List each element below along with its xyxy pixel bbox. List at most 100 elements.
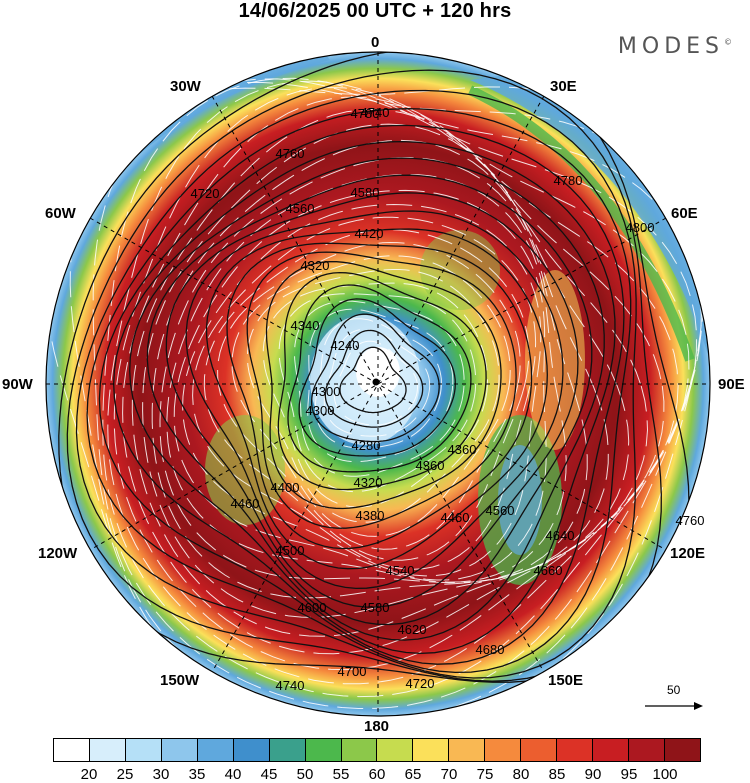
colorbar-swatch	[233, 739, 270, 761]
lon-label-30e: 30E	[550, 78, 577, 95]
contour-labels: 4780 4760 4720 4740 4560 4580 4420 4320 4340 4240…	[191, 105, 705, 693]
height-contour	[277, 271, 487, 491]
colorbar-swatch	[269, 739, 306, 761]
colorbar	[53, 738, 701, 762]
colorbar-tick-label: 45	[260, 766, 278, 783]
streamline	[192, 216, 537, 570]
contour-label: 4700	[338, 664, 367, 679]
streamline	[151, 139, 609, 599]
contour-label: 4640	[546, 528, 575, 543]
contour-label: 4280	[352, 438, 381, 453]
streamline	[173, 189, 547, 581]
colorbar-swatch	[449, 739, 486, 761]
contour-label: 4760	[676, 513, 705, 528]
colorbar-swatch	[377, 739, 414, 761]
contour-label: 4660	[534, 563, 563, 578]
streamline	[293, 300, 465, 477]
streamline	[166, 173, 567, 583]
colorbar-swatch	[197, 739, 234, 761]
contour-label: 4320	[301, 258, 330, 273]
contour-label: 4720	[406, 676, 435, 691]
colorbar-swatch	[413, 739, 450, 761]
streamline	[113, 86, 679, 671]
contour-label: 4360	[448, 442, 477, 457]
colorbar-tick-label: 30	[152, 766, 170, 783]
streamline	[262, 282, 489, 508]
colorbar-tick-label: 85	[548, 766, 566, 783]
streamline	[246, 269, 500, 523]
contour-label: 4800	[626, 220, 655, 235]
contour-label: 4540	[386, 563, 415, 578]
colorbar-tick-label: 90	[584, 766, 602, 783]
streamline	[323, 328, 431, 437]
reference-vector-label: 50	[667, 683, 681, 697]
lon-label-120w: 120W	[38, 545, 78, 562]
contour-label: 4300	[312, 384, 341, 399]
contour-label: 4360	[416, 458, 445, 473]
streamline	[131, 108, 649, 637]
contour-label: 4780	[351, 106, 380, 121]
colorbar-swatch	[341, 739, 378, 761]
colorbar-swatch	[485, 739, 522, 761]
lon-label-180: 180	[364, 718, 390, 735]
contour-label: 4300	[306, 403, 335, 418]
lon-label-90w: 90W	[2, 376, 33, 393]
lon-label-60w: 60W	[45, 205, 76, 222]
contour-label: 4400	[271, 480, 300, 495]
colorbar-swatch	[629, 739, 665, 761]
contour-label: 4460	[231, 496, 260, 511]
reference-vector-arrowhead	[694, 702, 703, 710]
colorbar-tick-label: 60	[368, 766, 386, 783]
contour-label: 4760	[276, 146, 305, 161]
streamline	[231, 255, 511, 537]
streamline	[69, 81, 704, 716]
colorbar-tick-label: 50	[296, 766, 314, 783]
streamline	[122, 96, 665, 655]
colorbar-swatch	[125, 739, 162, 761]
lon-label-120e: 120E	[670, 545, 706, 562]
colorbar-swatch	[593, 739, 629, 761]
colorbar-tick-label: 20	[80, 766, 98, 783]
contour-label: 4380	[356, 508, 385, 523]
contour-label: 4680	[476, 642, 505, 657]
contour-label: 4600	[298, 600, 327, 615]
colorbar-tick-label: 70	[440, 766, 458, 783]
lon-label-90e: 90E	[718, 376, 745, 393]
contour-label: 4780	[554, 173, 583, 188]
streamline	[203, 229, 530, 561]
colorbar-swatch	[89, 739, 126, 761]
contour-label: 4500	[276, 543, 305, 558]
colorbar-tick-label: 40	[224, 766, 242, 783]
colorbar-swatch	[664, 739, 700, 761]
colorbar-tick-label: 25	[116, 766, 134, 783]
map-title: 14/06/2025 00 UTC + 120 hrs	[238, 0, 512, 22]
contour-label: 4320	[354, 475, 383, 490]
colorbar-swatch	[161, 739, 198, 761]
map-border	[45, 51, 711, 717]
lon-label-60e: 60E	[671, 205, 698, 222]
streamline	[314, 318, 442, 449]
height-contour	[339, 346, 407, 414]
streamline	[307, 308, 454, 463]
height-contour	[98, 124, 625, 665]
height-contour	[185, 210, 564, 590]
contour-label: 4240	[331, 338, 360, 353]
graticule	[46, 52, 710, 716]
streamline	[333, 340, 418, 426]
contour-label: 4460	[441, 510, 470, 525]
contour-label: 4580	[361, 600, 390, 615]
colorbar-tick-label: 35	[188, 766, 206, 783]
colorbar-tick-label: 100	[652, 766, 678, 783]
streamline	[92, 78, 702, 710]
lon-label-0: 0	[371, 34, 380, 51]
contour-label: 4620	[398, 622, 427, 637]
colorbar-tick-label: 55	[332, 766, 350, 783]
colorbar-swatch	[557, 739, 594, 761]
streamline	[182, 203, 542, 577]
colorbar-tick-label: 65	[404, 766, 422, 783]
contour-label: 4420	[355, 226, 384, 241]
logo-text: MODES	[617, 34, 724, 59]
copyright-mark: ©	[724, 37, 732, 47]
modes-logo: MODES©	[618, 34, 732, 59]
